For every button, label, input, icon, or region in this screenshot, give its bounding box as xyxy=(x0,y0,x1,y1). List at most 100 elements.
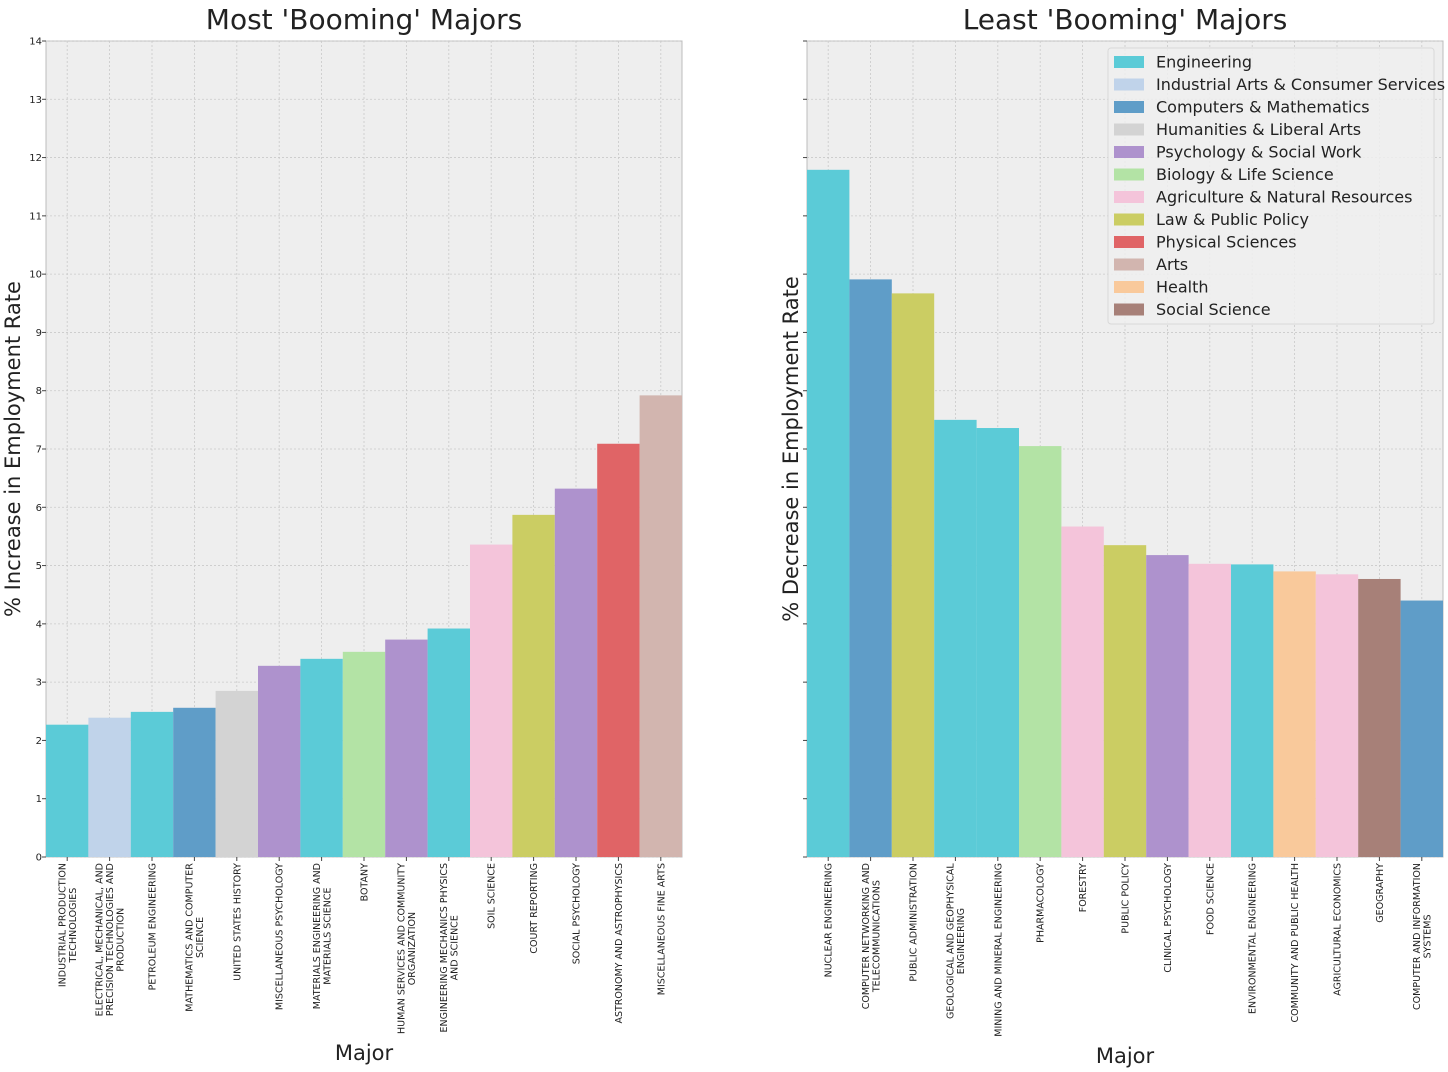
bar xyxy=(1231,564,1274,857)
bar xyxy=(46,724,89,857)
bar xyxy=(639,395,682,857)
category-label: COMPUTER NETWORKING ANDTELECOMMUNICATION… xyxy=(861,863,883,1009)
y-axis-label: % Increase in Employment Rate xyxy=(1,281,25,617)
y-tick-label: 2 xyxy=(36,736,42,747)
y-tick-label: 4 xyxy=(36,619,42,630)
legend-entry: Computers & Mathematics xyxy=(1156,98,1370,117)
bar xyxy=(1273,571,1316,857)
bar xyxy=(215,690,258,857)
category-label: PUBLIC ADMINISTRATION xyxy=(909,863,920,982)
bar xyxy=(1146,555,1189,857)
legend-entry: Social Science xyxy=(1156,300,1271,319)
legend-box xyxy=(1107,47,1435,325)
category-label: MISCELLANEOUS FINE ARTS xyxy=(656,863,667,995)
legend-entry: Health xyxy=(1156,278,1209,297)
legend-entry: Industrial Arts & Consumer Services xyxy=(1156,75,1445,94)
category-label: HUMAN SERVICES AND COMMUNITYORGANIZATION xyxy=(397,863,419,1034)
category-label: BOTANY xyxy=(360,863,371,901)
bar xyxy=(1400,600,1443,857)
bar xyxy=(1358,578,1401,857)
legend-entry: Law & Public Policy xyxy=(1156,210,1309,229)
bar xyxy=(1061,526,1104,857)
legend-swatch xyxy=(1114,281,1144,293)
category-label: MATHEMATICS AND COMPUTERSCIENCE xyxy=(185,863,207,1012)
category-label: GEOGRAPHY xyxy=(1375,863,1386,923)
category-label: PHARMACOLOGY xyxy=(1036,863,1047,943)
legend-entry: Biology & Life Science xyxy=(1156,165,1334,184)
bar xyxy=(891,293,935,857)
bar xyxy=(597,443,640,857)
legend: Engineering Industrial Arts & Consumer Se… xyxy=(1107,47,1445,325)
bar xyxy=(342,651,386,857)
category-label: ASTRONOMY AND ASTROPHYSICS xyxy=(614,863,625,1024)
y-tick-label: 7 xyxy=(36,445,42,456)
category-label: UNITED STATES HISTORY xyxy=(232,863,243,981)
y-tick-label: 14 xyxy=(29,37,42,48)
bar xyxy=(1188,563,1231,857)
bar xyxy=(173,707,216,857)
y-tick-label: 13 xyxy=(29,95,42,106)
legend-entry: Engineering xyxy=(1156,53,1252,72)
y-tick-label: 3 xyxy=(36,678,42,689)
legend-swatch xyxy=(1114,258,1144,271)
legend-swatch xyxy=(1114,78,1144,91)
y-tick-label: 10 xyxy=(29,270,42,281)
category-label: MISCELLANEOUS PSYCHOLOGY xyxy=(275,863,286,1010)
category-label: GEOLOGICAL AND GEOPHYSICALENGINEERING xyxy=(946,863,968,1019)
y-tick-label: 11 xyxy=(29,211,42,222)
category-label: AGRICULTURAL ECONOMICS xyxy=(1333,863,1344,996)
legend-swatch xyxy=(1114,236,1144,248)
legend-swatch xyxy=(1114,303,1144,316)
legend-swatch xyxy=(1114,56,1144,68)
legend-swatch xyxy=(1114,213,1144,226)
chart-title: Least 'Booming' Majors xyxy=(963,3,1288,36)
bar xyxy=(976,428,1019,857)
category-label: CLINICAL PSYCHOLOGY xyxy=(1163,863,1174,973)
bar xyxy=(1103,545,1147,857)
bar xyxy=(1315,574,1359,857)
bar xyxy=(807,169,850,858)
legend-swatch xyxy=(1114,146,1144,158)
category-label: NUCLEAR ENGINEERING xyxy=(824,863,835,977)
legend-entry: Agriculture & Natural Resources xyxy=(1156,188,1412,207)
category-label: SOCIAL PSYCHOLOGY xyxy=(572,863,583,964)
bar xyxy=(300,658,343,857)
y-tick-label: 0 xyxy=(36,853,42,864)
legend-entry: Humanities & Liberal Arts xyxy=(1156,120,1361,139)
bar xyxy=(554,488,598,857)
legend-swatch xyxy=(1114,101,1144,113)
category-label: ENGINEERING MECHANICS PHYSICSAND SCIENCE xyxy=(439,863,461,1033)
category-label: PETROLEUM ENGINEERING xyxy=(148,863,159,990)
bar xyxy=(934,419,977,857)
category-label: FORESTRY xyxy=(1078,863,1089,912)
y-tick-label: 6 xyxy=(36,503,42,514)
legend-swatch xyxy=(1114,191,1144,203)
category-label: PUBLIC POLICY xyxy=(1121,863,1132,934)
category-label: MATERIALS ENGINEERING ANDMATERIALS SCIEN… xyxy=(312,863,334,1009)
bar xyxy=(130,711,174,857)
category-label: INDUSTRIAL PRODUCTIONTECHNOLOGIES xyxy=(57,863,79,987)
category-label: ENVIRONMENTAL ENGINEERING xyxy=(1248,863,1259,1014)
x-axis-label: Major xyxy=(335,1041,394,1065)
bar xyxy=(1019,446,1062,857)
legend-swatch xyxy=(1114,123,1144,136)
bar xyxy=(470,544,513,857)
bar xyxy=(258,665,301,857)
y-tick-label: 9 xyxy=(36,328,42,339)
y-tick-label: 1 xyxy=(36,794,42,805)
legend-entry: Physical Sciences xyxy=(1156,233,1297,252)
bar xyxy=(512,514,555,857)
y-tick-label: 5 xyxy=(36,561,42,572)
bar xyxy=(849,279,892,858)
y-axis-label: % Decrease in Employment Rate xyxy=(779,276,803,622)
bar xyxy=(88,717,131,857)
bar xyxy=(427,628,470,857)
y-tick-label: 8 xyxy=(36,386,42,397)
y-tick-label: 12 xyxy=(29,153,42,164)
category-label: SOIL SCIENCE xyxy=(487,863,498,929)
category-label: COMMUNITY AND PUBLIC HEALTH xyxy=(1290,863,1301,1022)
legend-swatch xyxy=(1114,168,1144,181)
chart-title: Most 'Booming' Majors xyxy=(206,3,522,36)
